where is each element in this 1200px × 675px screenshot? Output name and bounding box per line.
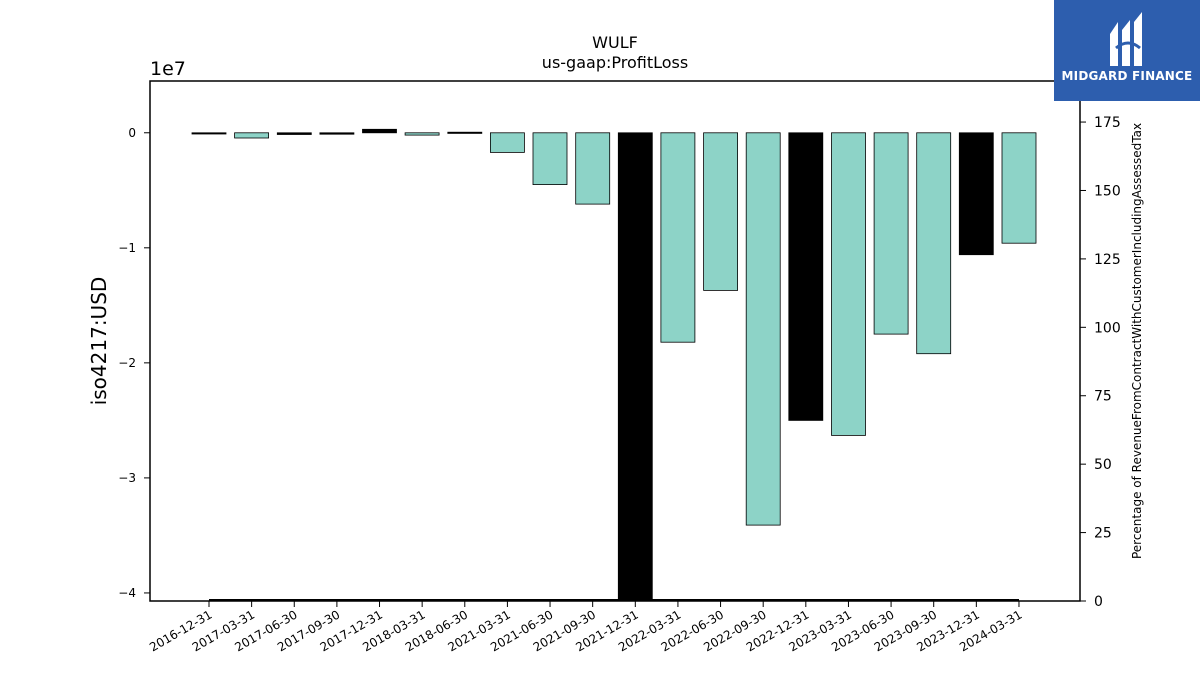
y-tick-label: −3	[118, 471, 136, 485]
y2-tick-label: 0	[1094, 594, 1103, 610]
y-tick-label: −1	[118, 241, 136, 255]
bar-2017-09-30	[319, 132, 355, 135]
bar-2021-03-31	[489, 132, 525, 153]
bar-2023-03-31	[831, 132, 866, 436]
chart-title: WULF	[592, 33, 638, 52]
brand-logo: MIDGARD FINANCE	[1054, 0, 1200, 101]
bar-2017-03-31	[234, 132, 270, 139]
bar-2021-09-30	[575, 132, 611, 205]
y-offset-text: 1e7	[150, 58, 186, 80]
bar-2017-06-30	[276, 132, 312, 135]
bar-2021-06-30	[532, 132, 568, 186]
y2-tick-label: 175	[1094, 115, 1121, 131]
bar-2022-06-30	[703, 132, 738, 291]
y-axis-right: 0 25 50 75 100 125 150 175	[1080, 115, 1121, 610]
y-tick-label: 0	[128, 126, 136, 140]
bar-2023-12-31	[958, 132, 994, 256]
y-axis-left: 0 −1 −2 −3 −4	[118, 126, 150, 600]
bar-2022-03-31	[660, 132, 696, 343]
bar-2021-12-31	[617, 132, 653, 602]
bar-2018-06-30	[447, 131, 483, 134]
bar-2024-03-31	[1001, 132, 1037, 244]
y-axis-label: iso4217:USD	[87, 277, 111, 406]
bar-2022-12-31	[788, 132, 824, 421]
bar-2022-09-30	[745, 132, 781, 526]
y2-axis-label: Percentage of RevenueFromContractWithCus…	[1130, 123, 1144, 559]
y2-tick-label: 25	[1094, 526, 1112, 542]
bar-2016-12-31	[191, 132, 227, 135]
plot-frame	[149, 80, 1081, 602]
logo-mark-icon	[1110, 12, 1142, 66]
bar-2023-06-30	[873, 132, 909, 335]
bar-2023-09-30	[916, 132, 952, 355]
y-tick-label: −2	[118, 356, 136, 370]
bar-2017-12-31	[362, 128, 397, 134]
y2-tick-label: 100	[1094, 320, 1121, 336]
x-axis: 2016-12-312017-03-312017-06-302017-09-30…	[147, 601, 1024, 654]
bars-layer	[191, 128, 1037, 602]
y2-tick-label: 75	[1094, 389, 1112, 405]
y2-tick-label: 150	[1094, 183, 1121, 199]
y2-tick-label: 125	[1094, 252, 1121, 268]
chart-subtitle: us-gaap:ProfitLoss	[542, 53, 688, 72]
bar-2018-03-31	[404, 132, 440, 136]
y2-tick-label: 50	[1094, 457, 1112, 473]
logo-text: MIDGARD FINANCE	[1061, 69, 1193, 83]
y-tick-label: −4	[118, 586, 136, 600]
